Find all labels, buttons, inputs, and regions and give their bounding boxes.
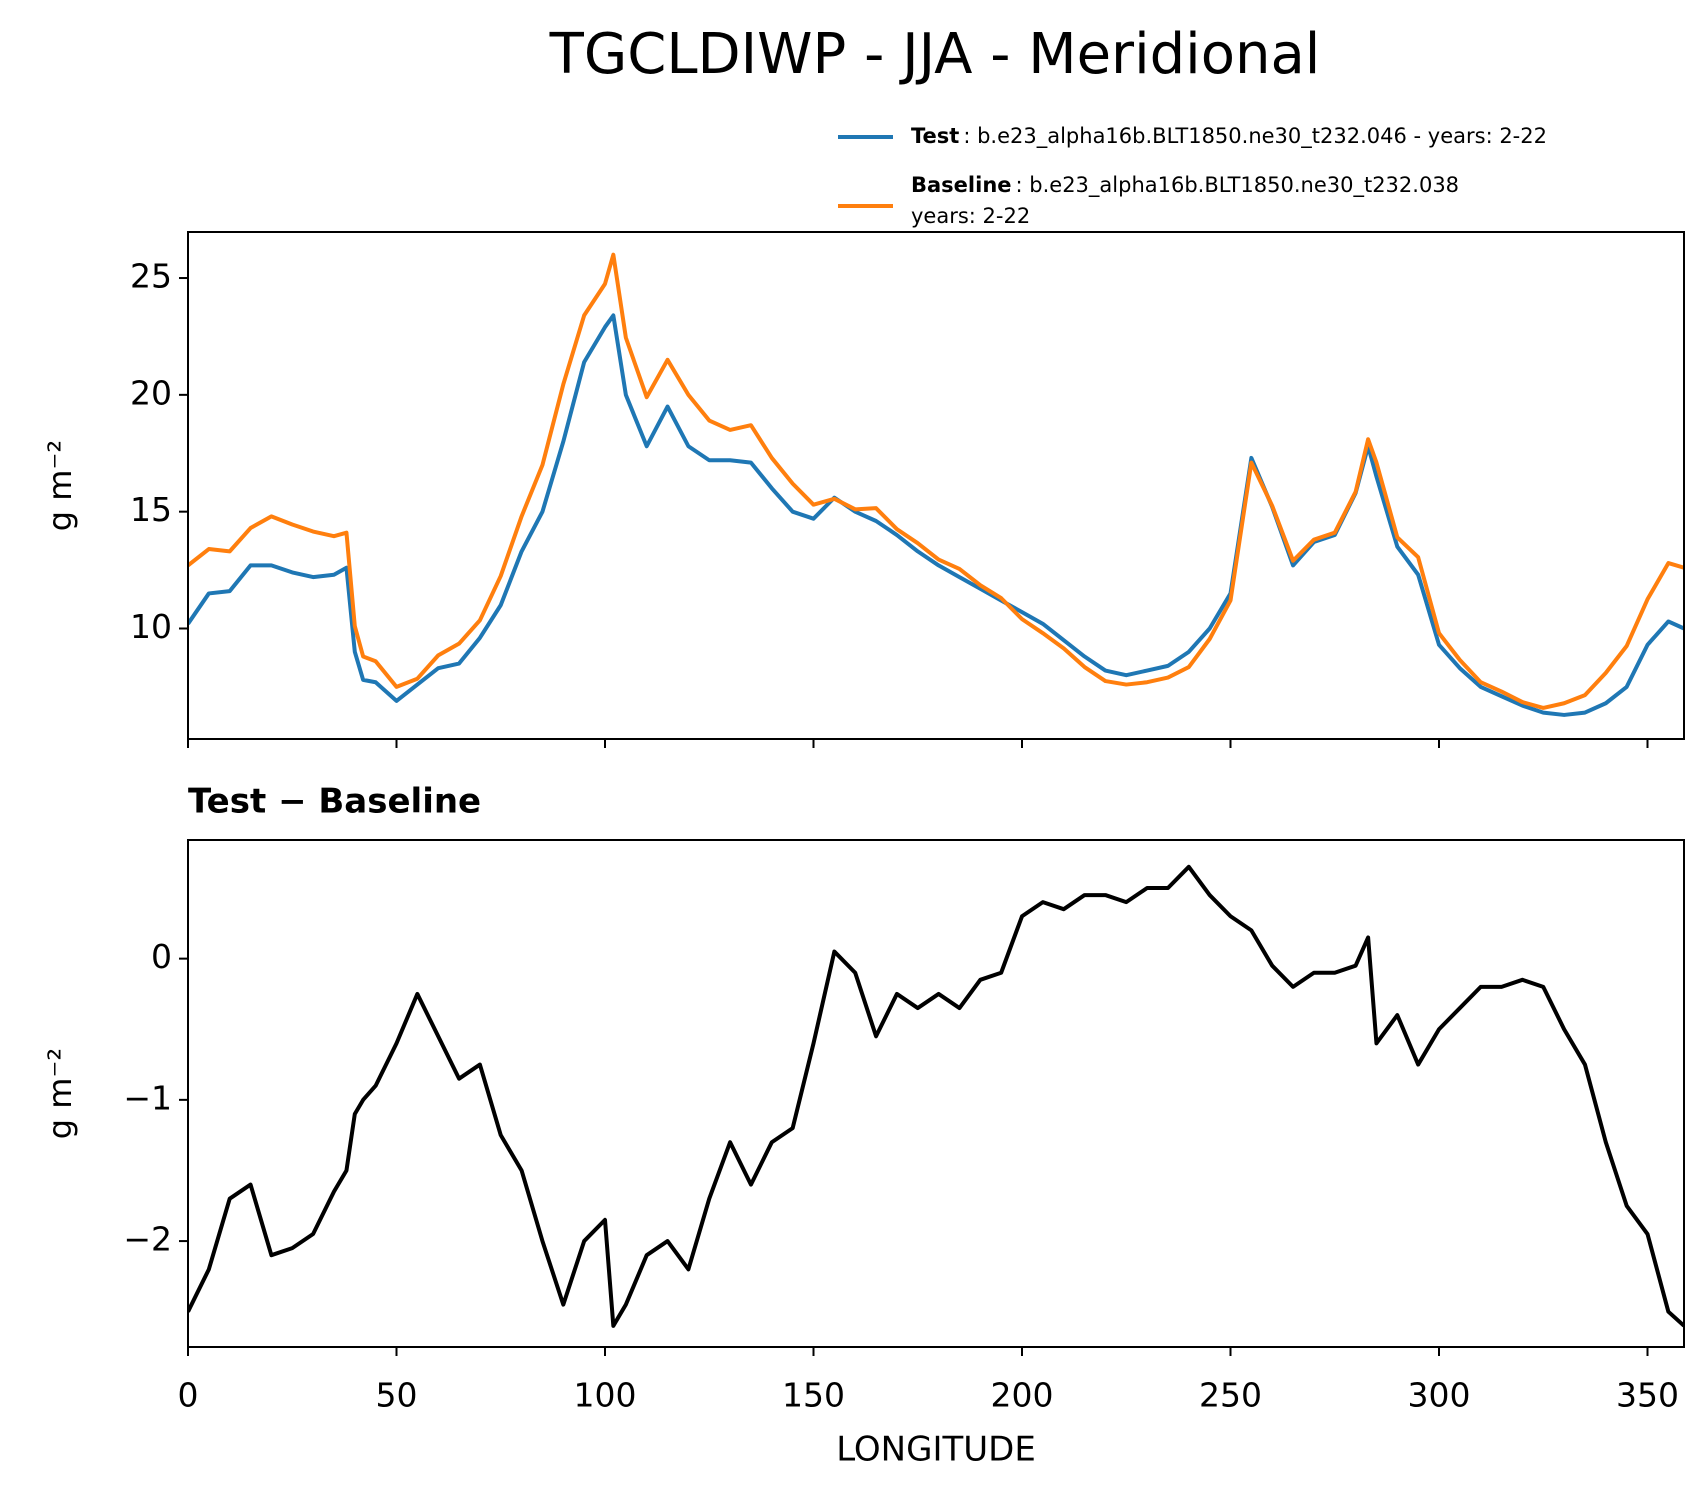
legend-name: Test [911,124,959,148]
y-tick-label: 0 [151,937,172,976]
legend-label: Baseline: b.e23_alpha16b.BLT1850.ne30_t2… [911,173,1459,198]
legend-name: Baseline [911,173,1012,197]
x-tick-label: 350 [1616,1376,1679,1415]
x-tick-label: 50 [376,1376,418,1415]
x-tick-label: 0 [178,1376,199,1415]
y-tick-label: −2 [123,1220,172,1259]
legend-description: : b.e23_alpha16b.BLT1850.ne30_t232.038 [1016,173,1460,198]
axes-frame [187,839,1685,1348]
data-line [188,864,1684,1328]
x-axis-label: LONGITUDE [836,1430,1036,1470]
legend-label: Test: b.e23_alpha16b.BLT1850.ne30_t232.0… [911,124,1547,149]
y-tick-label: 25 [130,257,172,296]
data-line [188,313,1684,717]
chart-title: TGCLDIWP - JJA - Meridional [549,22,1321,87]
y-tick-label: 20 [130,373,172,412]
y-axis-label: g m⁻² [41,440,79,531]
subplot-title: Test − Baseline [188,782,481,822]
legend-description: : b.e23_alpha16b.BLT1850.ne30_t232.046 -… [963,124,1547,149]
y-tick-label: −1 [123,1078,172,1117]
x-tick-label: 100 [574,1376,637,1415]
x-tick-label: 300 [1408,1376,1471,1415]
x-tick-label: 250 [1199,1376,1262,1415]
x-tick-label: 200 [991,1376,1054,1415]
x-tick-label: 150 [782,1376,845,1415]
legend-description: years: 2-22 [911,204,1030,228]
data-line [188,252,1684,710]
y-tick-label: 10 [130,607,172,646]
y-tick-label: 15 [130,490,172,529]
axes-frame [187,231,1685,740]
y-axis-label: g m⁻² [41,1048,79,1139]
